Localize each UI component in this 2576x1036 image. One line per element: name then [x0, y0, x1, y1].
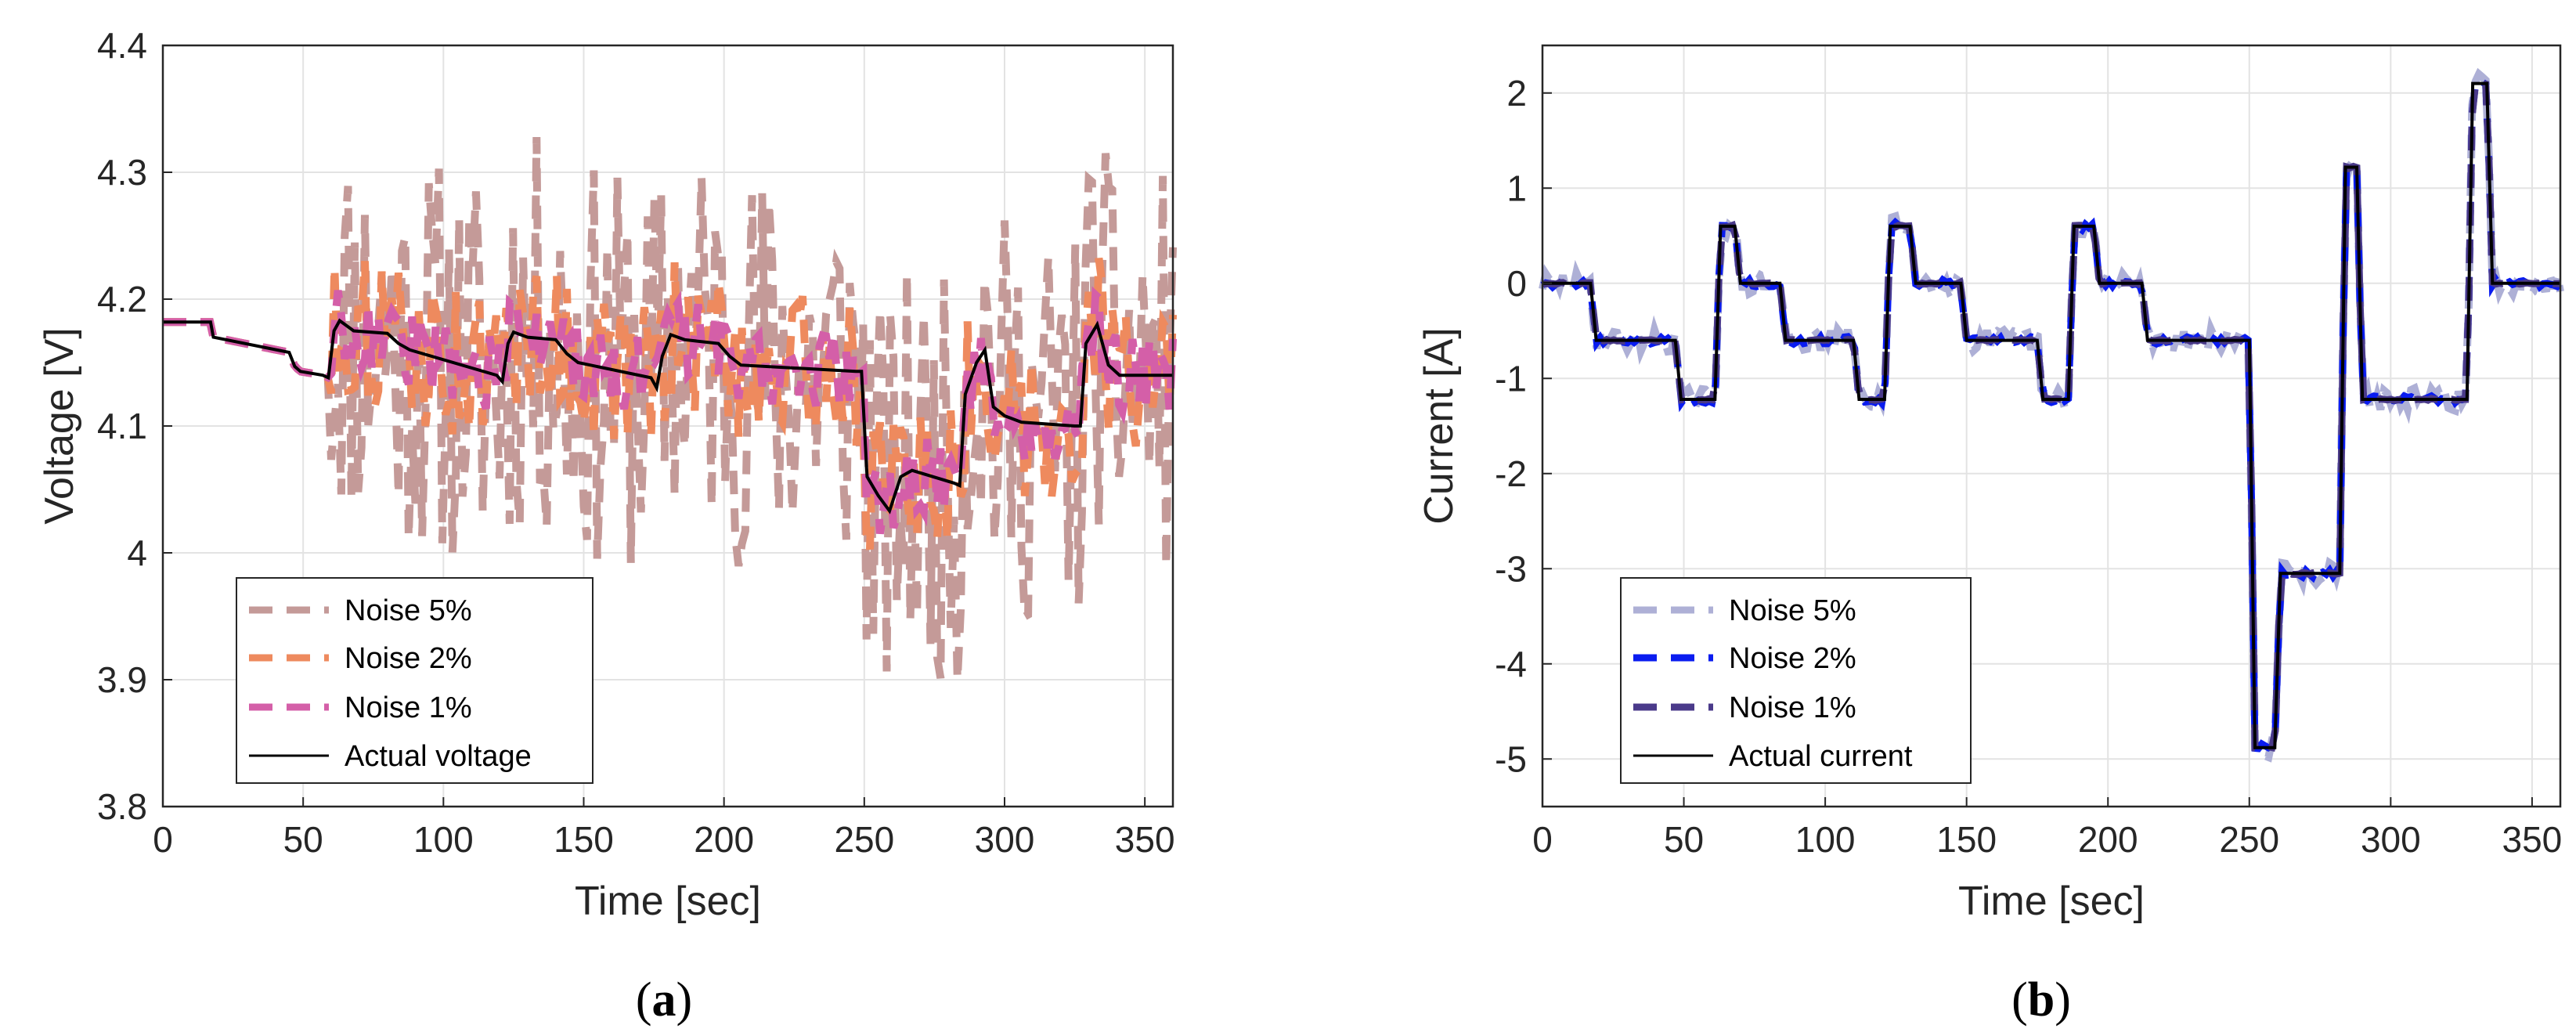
current-series-actual: [1542, 81, 2560, 749]
current-legend: Noise 5% Noise 2% Noise 1% Actual curren…: [1620, 577, 1972, 784]
x-tick-label: 300: [975, 819, 1035, 860]
x-tick-label: 150: [554, 819, 614, 860]
x-tick-label: 0: [1532, 819, 1553, 860]
current-series-noise-5: [1539, 67, 2564, 763]
panel-a-caption: (a): [636, 973, 692, 1027]
y-tick-label: 4.1: [97, 406, 147, 446]
current-legend-label-noise-1: Noise 1%: [1729, 691, 1856, 724]
voltage-series-noise-5: [163, 137, 1177, 680]
x-tick-label: 350: [1115, 819, 1175, 860]
x-tick-label: 250: [834, 819, 894, 860]
voltage-x-ticks: 0 50 100 150 200 250 300 350: [153, 797, 1175, 860]
x-tick-label: 100: [1795, 819, 1856, 860]
x-tick-label: 50: [283, 819, 323, 860]
current-x-axis-label: Time [sec]: [1958, 879, 2145, 924]
y-tick-label: -2: [1495, 453, 1527, 494]
current-legend-label-noise-2: Noise 2%: [1729, 642, 1856, 675]
x-tick-label: 200: [694, 819, 754, 860]
current-legend-label-noise-5: Noise 5%: [1729, 594, 1856, 627]
voltage-series-actual: [163, 318, 1173, 514]
voltage-legend-label-actual: Actual voltage: [345, 740, 532, 773]
current-x-ticks: 0 50 100 150 200 250 300 350: [1532, 797, 2562, 860]
voltage-series-layer: [163, 137, 1177, 680]
y-tick-label: -4: [1495, 644, 1527, 684]
current-y-axis-label: Current [A]: [1416, 327, 1462, 524]
current-y-ticks: -5 -4 -3 -2 -1 0 1 2: [1495, 73, 1552, 779]
voltage-legend: Noise 5% Noise 2% Noise 1% Actual voltag…: [236, 577, 593, 784]
current-axes-frame: [1541, 44, 2562, 808]
current-legend-label-actual: Actual current: [1729, 740, 1913, 773]
x-tick-label: 200: [2078, 819, 2138, 860]
y-tick-label: -3: [1495, 548, 1527, 589]
y-tick-label: 2: [1506, 73, 1527, 114]
y-tick-label: -5: [1495, 738, 1527, 779]
x-tick-label: 0: [153, 819, 173, 860]
y-tick-label: 1: [1506, 168, 1527, 208]
x-tick-label: 50: [1664, 819, 1704, 860]
current-chart: 0 50 100 150 200 250 300 350 -5 -4 -3 -2 -1 0 1 2 Time…: [1416, 44, 2564, 1027]
y-tick-label: 4.2: [97, 279, 147, 319]
voltage-series-noise-1: [163, 286, 1177, 535]
voltage-chart: 0 50 100 150 200 250 300 350 3.8 3.9 4 4.1 4.2 4.3 4.…: [37, 25, 1177, 1027]
panel-b-caption: (b): [2011, 973, 2071, 1027]
y-tick-label: 3.9: [97, 659, 147, 700]
voltage-legend-label-noise-2: Noise 2%: [345, 642, 472, 675]
current-series-layer: [1539, 67, 2564, 763]
voltage-y-axis-label: Voltage [V]: [37, 327, 82, 525]
y-tick-label: 0: [1506, 263, 1527, 304]
voltage-y-ticks: 3.8 3.9 4 4.1 4.2 4.3 4.4: [97, 25, 172, 827]
y-tick-label: 3.8: [97, 786, 147, 827]
voltage-legend-label-noise-1: Noise 1%: [345, 691, 472, 724]
voltage-legend-label-noise-5: Noise 5%: [345, 594, 472, 627]
y-tick-label: 4.3: [97, 152, 147, 193]
y-tick-label: 4: [127, 532, 147, 573]
voltage-x-axis-label: Time [sec]: [575, 879, 761, 924]
x-tick-label: 300: [2361, 819, 2421, 860]
y-tick-label: 4.4: [97, 25, 147, 66]
x-tick-label: 350: [2502, 819, 2563, 860]
x-tick-label: 150: [1936, 819, 1997, 860]
voltage-series-noise-2: [163, 258, 1177, 550]
y-tick-label: -1: [1495, 358, 1527, 399]
x-tick-label: 100: [413, 819, 474, 860]
x-tick-label: 250: [2219, 819, 2279, 860]
